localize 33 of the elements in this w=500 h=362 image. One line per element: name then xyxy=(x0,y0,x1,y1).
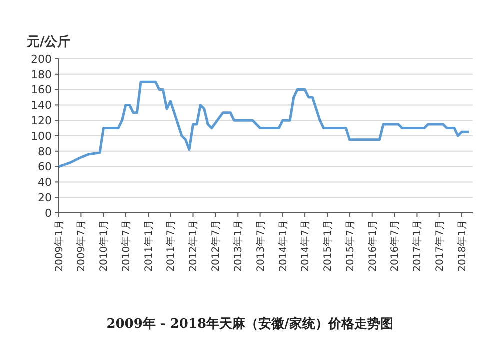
y-tick-label: 200 xyxy=(31,52,52,66)
y-tick-label: 40 xyxy=(38,176,52,190)
x-tick-label: 2012年1月 xyxy=(188,220,200,272)
x-tick-label: 2013年1月 xyxy=(232,220,245,272)
y-tick-label: 80 xyxy=(38,145,52,158)
x-tick-label: 2011年7月 xyxy=(165,220,178,272)
y-tick-label: 20 xyxy=(38,191,52,204)
x-tick-label: 2009年7月 xyxy=(76,220,88,272)
x-tick-label: 2010年7月 xyxy=(120,220,132,272)
x-tick-label: 2015年7月 xyxy=(344,220,356,272)
x-tick-label: 2011年1月 xyxy=(142,220,155,272)
x-tick-label: 2012年7月 xyxy=(210,220,222,272)
x-tick-label: 2014年1月 xyxy=(277,220,290,272)
line-series xyxy=(58,80,470,168)
x-tick-label: 2010年1月 xyxy=(98,220,110,272)
y-axis-title: 元/公斤 xyxy=(26,34,71,50)
x-tick-label: 2014年7月 xyxy=(300,220,312,272)
y-tick-label: 140 xyxy=(31,99,52,112)
y-tick-label: 160 xyxy=(31,84,52,97)
y-tick-label: 180 xyxy=(31,68,52,82)
x-tick-label: 2016年1月 xyxy=(366,220,379,272)
x-tick-label: 2015年1月 xyxy=(322,220,334,272)
y-tick-label: 100 xyxy=(31,130,52,143)
x-tick-label: 2017年7月 xyxy=(434,220,446,272)
x-tick-label: 2013年7月 xyxy=(254,220,267,272)
y-tick-label: 0 xyxy=(45,206,52,220)
x-tick-label: 2009年1月 xyxy=(54,220,66,272)
y-tick-label: 120 xyxy=(31,114,52,128)
y-tick-label: 60 xyxy=(38,160,52,174)
x-tick-label: 2018年1月 xyxy=(456,220,468,272)
x-tick-label: 2017年1月 xyxy=(412,220,424,272)
x-tick-label: 2016年7月 xyxy=(389,220,402,272)
text: 2009年 - 2018年天麻（安徽/家统）价格走势图 xyxy=(106,316,394,332)
